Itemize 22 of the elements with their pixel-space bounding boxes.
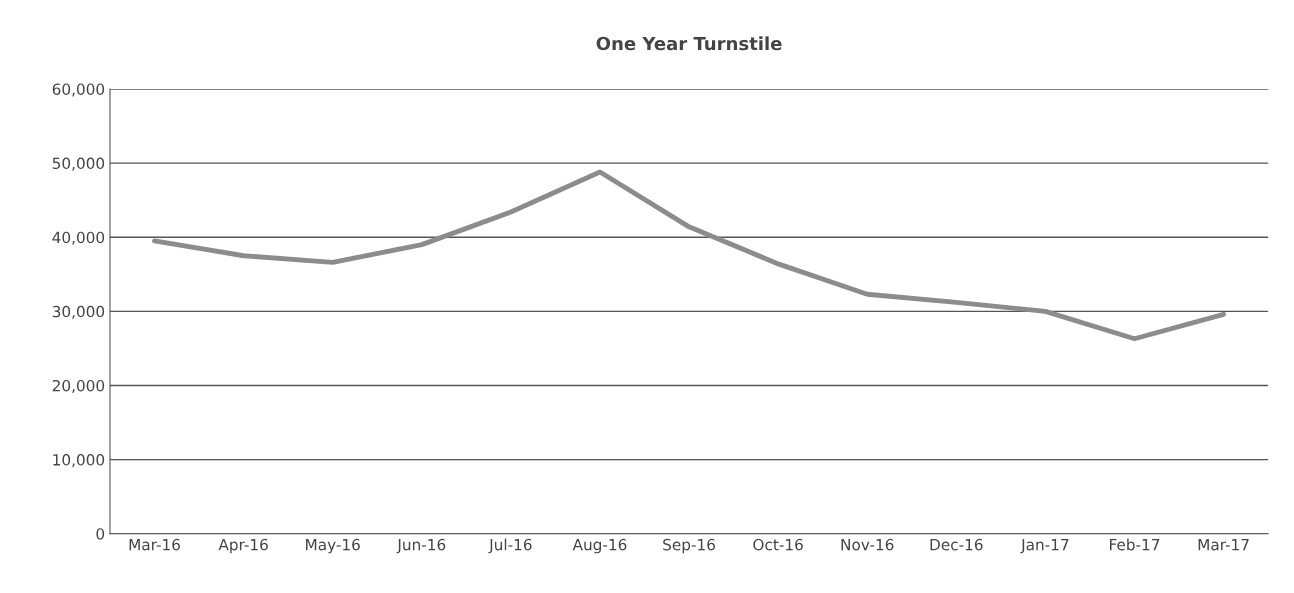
chart-title: One Year Turnstile [596, 36, 782, 51]
x-tick-label: Dec-16 [930, 538, 983, 551]
x-tick-label: Nov-16 [841, 538, 894, 551]
x-tick-label: Jan-17 [1020, 539, 1069, 554]
x-tick-label: Apr-16 [218, 538, 268, 554]
y-tick-label: 40,000 [52, 231, 105, 245]
x-tick-label: Sep-16 [663, 538, 715, 554]
x-tick-label: Jun-16 [396, 538, 446, 554]
x-tick-label: Mar-16 [129, 538, 180, 551]
y-tick-label: 20,000 [52, 379, 105, 394]
x-tick-label: Oct-16 [753, 538, 803, 551]
x-tick-label: Jul-16 [488, 538, 532, 554]
x-tick-label: May-16 [306, 538, 360, 554]
y-tick-label: 50,000 [52, 157, 105, 171]
y-tick-label: 0 [96, 528, 105, 540]
x-tick-label: Feb-17 [1109, 538, 1160, 551]
line-series [152, 169, 1227, 342]
y-tick-label: 60,000 [52, 83, 105, 97]
x-tick-label: Mar-17 [1198, 539, 1249, 551]
x-tick-label: Aug-16 [572, 538, 627, 554]
y-tick-label: 30,000 [52, 305, 105, 319]
y-tick-label: 10,000 [53, 454, 105, 468]
